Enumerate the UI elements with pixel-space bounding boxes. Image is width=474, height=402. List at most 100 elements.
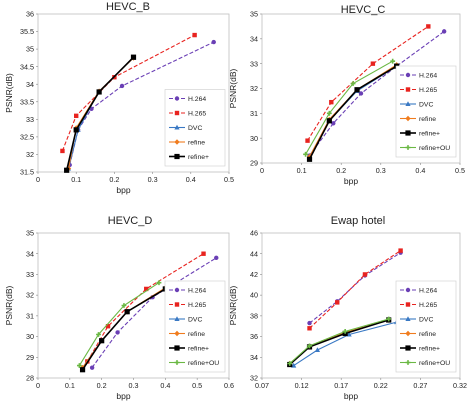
data-point-h-264 bbox=[331, 121, 336, 126]
data-point-refine-plus bbox=[130, 54, 137, 60]
data-point-h-265 bbox=[192, 32, 197, 38]
x-tick-label: 0.1 bbox=[71, 175, 81, 184]
x-tick-label: 0.2 bbox=[97, 381, 107, 390]
data-point-dvc bbox=[405, 316, 411, 321]
data-point-h-265 bbox=[201, 251, 206, 256]
y-tick-label: 30 bbox=[26, 332, 34, 341]
data-point-refine-plus bbox=[174, 345, 180, 351]
x-axis-label: bpp bbox=[116, 391, 130, 401]
legend-label-refine: refine bbox=[419, 116, 436, 123]
data-point-refine-plus bbox=[405, 345, 411, 351]
y-tick-label: 38 bbox=[250, 311, 258, 320]
data-point-h-264 bbox=[358, 91, 364, 96]
x-tick-label: 0.4 bbox=[160, 381, 170, 390]
data-point-h-264 bbox=[119, 83, 125, 89]
data-point-refine-plus bbox=[79, 367, 86, 373]
data-point-h-264 bbox=[405, 72, 411, 78]
x-tick-label: 0.1 bbox=[65, 381, 75, 390]
series-line-refine-plusou bbox=[289, 318, 389, 364]
legend-label-refine: refine bbox=[188, 331, 205, 338]
data-point-refine-plusou bbox=[76, 363, 82, 368]
data-point-h-265 bbox=[174, 110, 180, 116]
x-tick-label: 0 bbox=[36, 381, 40, 390]
y-tick-label: 32 bbox=[26, 150, 34, 159]
data-point-refine-plus bbox=[306, 156, 313, 162]
data-point-refine-plus bbox=[405, 130, 411, 136]
chart-hevc-d: HEVC_D 28 29 30 31 32 33 34 35 0 0.1 0.2 0.3 0.4 0.5 0.… bbox=[4, 215, 234, 401]
y-tick-label: 36 bbox=[26, 10, 34, 19]
y-tick-label: 34 bbox=[26, 249, 34, 258]
data-point-refine bbox=[174, 330, 180, 337]
series-line-refine-plus bbox=[289, 319, 389, 366]
x-tick-label: 0.2 bbox=[336, 166, 346, 175]
legend: H.264 H.265 DVC refine refine+ refine+OU bbox=[395, 65, 457, 158]
y-tick-label: 34.5 bbox=[20, 62, 34, 71]
data-point-refine bbox=[405, 330, 411, 337]
y-tick-label: 29 bbox=[250, 159, 258, 168]
series-line-refine-plusou bbox=[305, 60, 393, 155]
data-point-h-265 bbox=[74, 113, 79, 119]
series-line-h-265 bbox=[86, 253, 204, 362]
series-line-refine bbox=[68, 57, 134, 169]
x-tick-label: 0.3 bbox=[376, 166, 386, 175]
y-tick-label: 32 bbox=[250, 374, 258, 383]
data-point-dvc bbox=[174, 316, 180, 321]
legend-label-dvc: DVC bbox=[419, 317, 433, 324]
chart-hevc-c: HEVC_C 29 30 31 32 33 34 35 0 0.1 0.2 0.3 0.4 0.5 bpp P… bbox=[228, 4, 465, 186]
legend-label-refine-plusou: refine+OU bbox=[419, 145, 450, 152]
data-point-h-265 bbox=[426, 24, 431, 29]
y-tick-label: 40 bbox=[250, 291, 258, 300]
x-tick-label: 0 bbox=[260, 166, 264, 175]
y-tick-label: 36 bbox=[250, 332, 258, 341]
legend-label-h-264: H.264 bbox=[419, 288, 437, 295]
y-tick-label: 31 bbox=[26, 311, 34, 320]
chart-title: Ewap hotel bbox=[331, 215, 385, 227]
x-tick-label: 0.07 bbox=[255, 381, 269, 390]
x-tick-label: 0.2 bbox=[109, 175, 119, 184]
series-line-h-264 bbox=[309, 252, 401, 324]
data-point-h-264 bbox=[307, 320, 312, 326]
data-point-dvc bbox=[405, 101, 411, 106]
chart-title: HEVC_B bbox=[106, 1, 150, 13]
series-line-refine-plusou bbox=[78, 282, 160, 366]
x-tick-label: 0.22 bbox=[374, 381, 388, 390]
data-point-refine-plus bbox=[326, 118, 332, 124]
y-tick-label: 31 bbox=[250, 109, 258, 118]
data-point-h-264 bbox=[89, 365, 95, 370]
x-tick-label: 0.3 bbox=[148, 175, 158, 184]
legend-label-refine-plus: refine+ bbox=[188, 346, 209, 353]
legend-label-h-265: H.265 bbox=[419, 87, 437, 94]
legend-label-refine: refine bbox=[419, 331, 436, 338]
x-tick-label: 0.3 bbox=[129, 381, 139, 390]
data-point-h-264 bbox=[174, 287, 180, 293]
legend-label-h-265: H.265 bbox=[188, 111, 206, 118]
data-point-h-264 bbox=[214, 255, 219, 261]
data-point-h-265 bbox=[307, 326, 312, 331]
y-tick-label: 34 bbox=[26, 80, 34, 89]
y-tick-label: 32.5 bbox=[20, 132, 34, 141]
plot-frame bbox=[37, 13, 230, 173]
chart-ewap-hotel: Ewap hotel 32 34 36 38 40 42 44 46 0.07 0.12 0.17 0.… bbox=[228, 215, 467, 401]
data-point-dvc bbox=[174, 124, 180, 130]
legend-label-refine-plus: refine+ bbox=[419, 131, 440, 138]
data-point-refine-plusou bbox=[121, 303, 127, 308]
y-tick-label: 29 bbox=[26, 353, 34, 362]
legend-box bbox=[395, 280, 457, 373]
series-line-refine bbox=[289, 319, 389, 364]
legend: H.264 H.265 DVC refine refine+ refine+OU bbox=[164, 280, 226, 373]
data-point-refine-plusou bbox=[405, 360, 411, 365]
x-tick-label: 0.6 bbox=[224, 381, 234, 390]
x-tick-label: 0.4 bbox=[186, 175, 196, 184]
legend-label-dvc: DVC bbox=[188, 317, 202, 324]
data-point-refine-plusou bbox=[96, 332, 101, 337]
legend-label-h-264: H.264 bbox=[188, 288, 206, 295]
x-tick-label: 0.5 bbox=[192, 381, 202, 390]
data-point-h-265 bbox=[362, 272, 368, 277]
series-line-refine-plus bbox=[65, 56, 135, 171]
y-axis-label: PSNR(dB) bbox=[4, 73, 14, 113]
data-point-refine-plus bbox=[64, 167, 70, 173]
plot-frame bbox=[261, 232, 461, 379]
legend-label-refine-plusou: refine+OU bbox=[188, 360, 219, 367]
y-tick-label: 34 bbox=[250, 353, 258, 362]
